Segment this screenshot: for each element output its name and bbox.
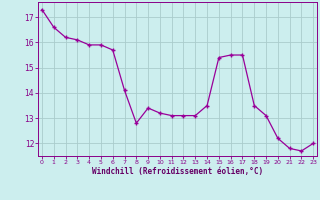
X-axis label: Windchill (Refroidissement éolien,°C): Windchill (Refroidissement éolien,°C) [92, 167, 263, 176]
